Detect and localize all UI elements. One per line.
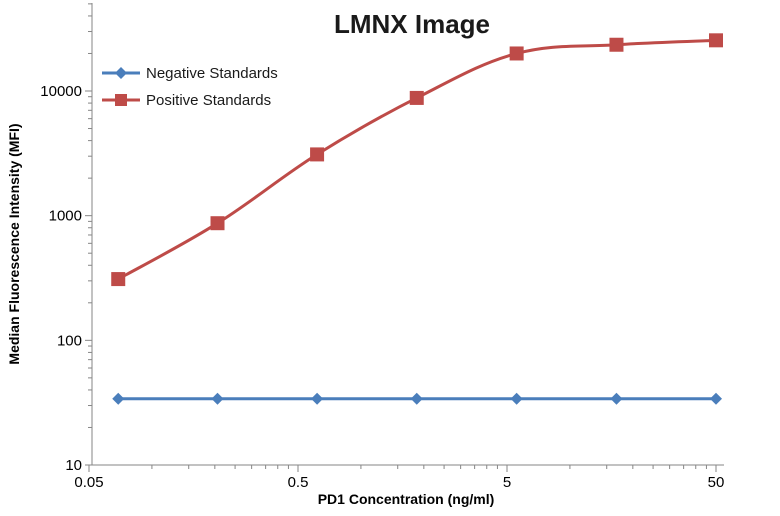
data-point-positive-standards xyxy=(409,90,424,105)
data-point-positive-standards xyxy=(210,216,225,231)
data-point-negative-standards xyxy=(410,392,423,405)
legend-label-positive: Positive Standards xyxy=(146,92,271,109)
y-axis-title: Median Fluorescence Intensity (MFI) xyxy=(6,123,22,364)
data-point-positive-standards xyxy=(709,33,723,48)
axes: 10 100 1000 10000 0.05 0.5 5 50 xyxy=(40,3,724,491)
data-point-positive-standards xyxy=(609,37,624,52)
legend-marker-negative xyxy=(115,67,127,79)
data-point-positive-standards xyxy=(310,147,325,162)
data-point-negative-standards xyxy=(510,392,523,405)
x-tick-label: 5 xyxy=(503,474,511,491)
series-layer xyxy=(111,33,723,405)
data-point-negative-standards xyxy=(311,392,324,405)
data-point-negative-standards xyxy=(610,392,623,405)
x-tick-label: 50 xyxy=(708,474,725,491)
y-tick-label: 10 xyxy=(65,457,82,474)
data-point-negative-standards xyxy=(112,392,125,405)
x-tick-label: 0.05 xyxy=(74,474,103,491)
data-point-negative-standards xyxy=(211,392,224,405)
y-tick-label: 1000 xyxy=(49,208,82,225)
chart-title: LMNX Image xyxy=(334,9,490,39)
legend-marker-positive xyxy=(115,94,127,106)
data-point-positive-standards xyxy=(111,272,126,287)
legend: Negative Standards Positive Standards xyxy=(102,65,278,109)
data-point-negative-standards xyxy=(710,392,722,405)
data-point-positive-standards xyxy=(509,46,524,61)
y-tick-label: 10000 xyxy=(40,83,82,100)
x-axis-title: PD1 Concentration (ng/ml) xyxy=(318,491,495,507)
legend-label-negative: Negative Standards xyxy=(146,65,278,82)
x-tick-label: 0.5 xyxy=(288,474,309,491)
y-tick-label: 100 xyxy=(57,332,82,349)
